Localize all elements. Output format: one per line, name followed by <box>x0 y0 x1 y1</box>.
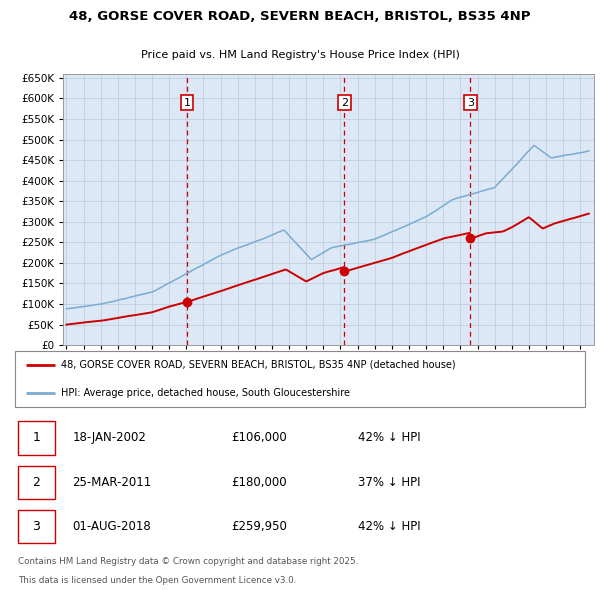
Text: HPI: Average price, detached house, South Gloucestershire: HPI: Average price, detached house, Sout… <box>61 388 350 398</box>
Text: £259,950: £259,950 <box>231 520 287 533</box>
Text: 37% ↓ HPI: 37% ↓ HPI <box>358 476 420 489</box>
Text: 48, GORSE COVER ROAD, SEVERN BEACH, BRISTOL, BS35 4NP (detached house): 48, GORSE COVER ROAD, SEVERN BEACH, BRIS… <box>61 360 455 370</box>
Text: 42% ↓ HPI: 42% ↓ HPI <box>358 431 420 444</box>
FancyBboxPatch shape <box>18 421 55 454</box>
FancyBboxPatch shape <box>18 466 55 499</box>
FancyBboxPatch shape <box>15 351 585 407</box>
Text: Contains HM Land Registry data © Crown copyright and database right 2025.: Contains HM Land Registry data © Crown c… <box>18 557 358 566</box>
Text: Price paid vs. HM Land Registry's House Price Index (HPI): Price paid vs. HM Land Registry's House … <box>140 50 460 60</box>
Text: 1: 1 <box>184 97 191 107</box>
Text: 18-JAN-2002: 18-JAN-2002 <box>73 431 146 444</box>
Text: This data is licensed under the Open Government Licence v3.0.: This data is licensed under the Open Gov… <box>18 576 296 585</box>
Text: £180,000: £180,000 <box>231 476 287 489</box>
Text: 42% ↓ HPI: 42% ↓ HPI <box>358 520 420 533</box>
Text: 3: 3 <box>467 97 474 107</box>
Text: 1: 1 <box>32 431 40 444</box>
Text: 2: 2 <box>341 97 348 107</box>
FancyBboxPatch shape <box>18 510 55 543</box>
Text: 3: 3 <box>32 520 40 533</box>
Text: 01-AUG-2018: 01-AUG-2018 <box>73 520 151 533</box>
Text: 25-MAR-2011: 25-MAR-2011 <box>73 476 152 489</box>
Text: £106,000: £106,000 <box>231 431 287 444</box>
Text: 2: 2 <box>32 476 40 489</box>
Text: 48, GORSE COVER ROAD, SEVERN BEACH, BRISTOL, BS35 4NP: 48, GORSE COVER ROAD, SEVERN BEACH, BRIS… <box>69 9 531 23</box>
